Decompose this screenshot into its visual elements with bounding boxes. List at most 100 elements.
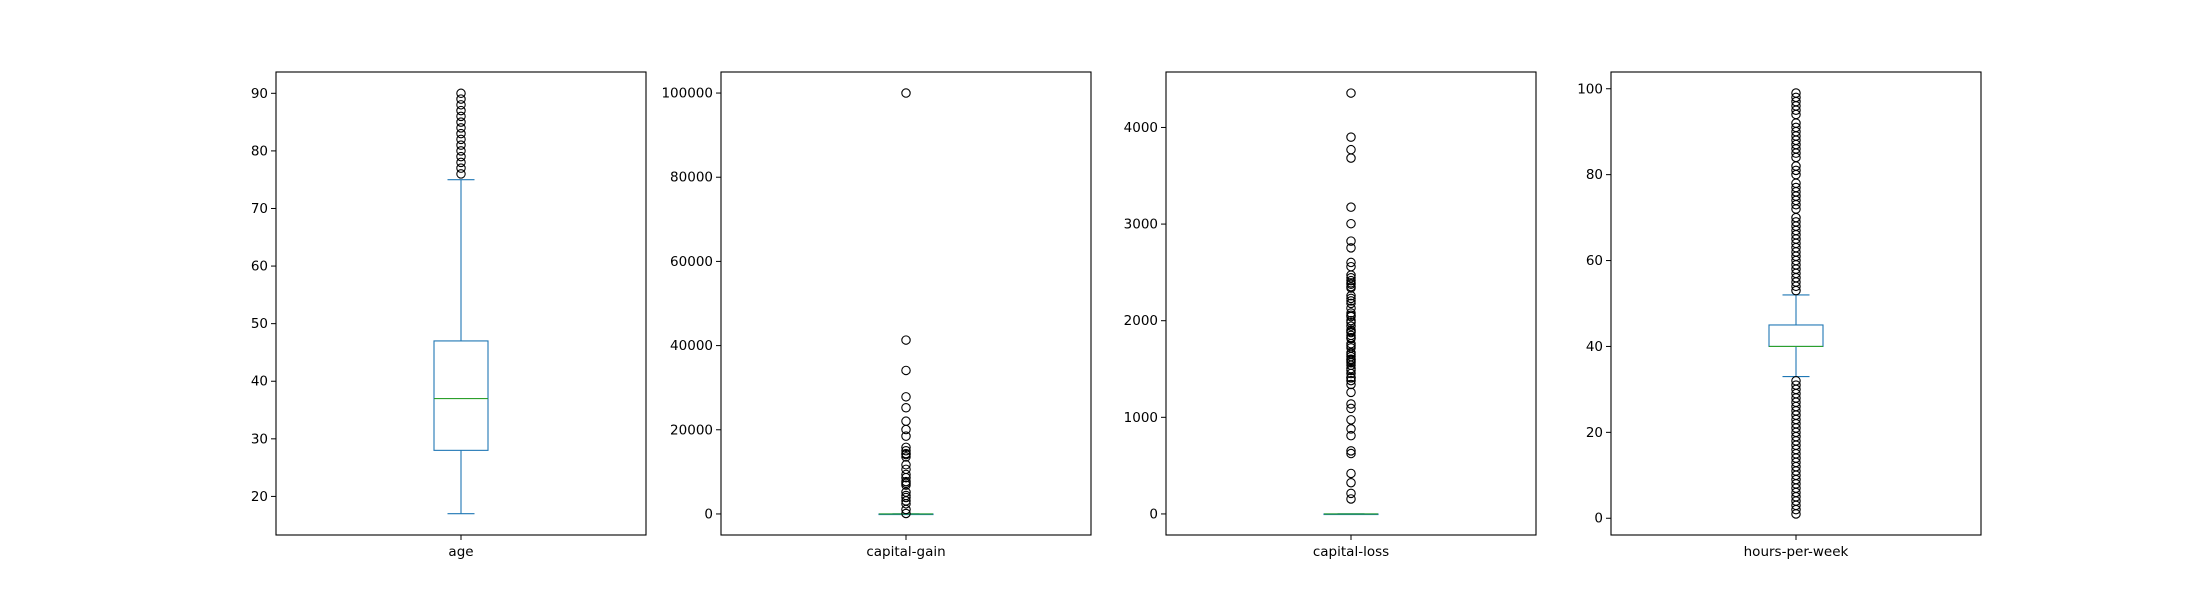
outlier-point (1346, 218, 1356, 229)
outlier-point (1791, 88, 1801, 98)
subplots: 2030405060708090age020000400006000080000… (251, 71, 1982, 560)
outlier-point (901, 424, 911, 435)
x-tick-label: hours-per-week (1744, 544, 1849, 560)
subplot-age: 20 30 40 50 60 70 80 90 age (251, 71, 647, 560)
outlier-point (1346, 424, 1356, 434)
x-tick-label: age (448, 544, 473, 560)
outlier-point (1346, 293, 1356, 304)
outlier-point (1346, 399, 1356, 409)
outlier-point (1346, 291, 1356, 301)
outlier-point (1346, 333, 1356, 344)
outlier-point (456, 134, 466, 145)
outlier-point (1346, 279, 1356, 290)
outlier-point (1346, 243, 1356, 253)
outlier-point (1346, 403, 1356, 414)
y-tick-label: 60 (251, 259, 268, 275)
outlier-point (901, 431, 911, 441)
outlier-point (901, 392, 911, 402)
y-tick-label: 0 (1149, 506, 1158, 522)
y-tick-label: 90 (251, 86, 268, 102)
outlier-point (1346, 296, 1356, 306)
outlier-point (1346, 298, 1356, 309)
outlier-point (1346, 468, 1356, 479)
y-tick-label: 60000 (670, 254, 713, 270)
x-tick-label: capital-gain (866, 544, 945, 560)
y-tick-label: 40 (1586, 339, 1603, 355)
outlier-point (901, 88, 911, 98)
outlier-point (1346, 373, 1356, 383)
y-tick-label: 80000 (670, 170, 713, 186)
y-tick-label: 4000 (1124, 120, 1158, 136)
y-tick-label: 1000 (1124, 410, 1158, 426)
outlier-point (1346, 488, 1356, 499)
outlier-point (901, 402, 911, 413)
outlier-point (1346, 494, 1356, 504)
outlier-point (1346, 375, 1356, 386)
outlier-point (1346, 311, 1356, 322)
outlier-point (1346, 387, 1356, 398)
iqr-box (433, 340, 489, 451)
y-tick-label: 20 (251, 489, 268, 505)
outlier-point (1791, 380, 1801, 390)
outlier-point (1791, 122, 1801, 133)
outlier-point (1346, 270, 1356, 280)
outlier-point (1346, 308, 1356, 318)
outlier-point (1346, 132, 1356, 142)
outlier-point (1346, 321, 1356, 331)
subplot-capital-gain: 0 20000 40000 60000 80000 100000 capital-gain (661, 71, 1092, 560)
outlier-point (456, 140, 466, 150)
outlier-point (456, 111, 466, 122)
outlier-point (901, 460, 911, 470)
outlier-point (1346, 358, 1356, 368)
outlier-point (1791, 182, 1801, 193)
outlier-point (456, 105, 466, 116)
outlier-point (901, 449, 911, 460)
outlier-point (456, 117, 466, 127)
outlier-point (901, 335, 911, 345)
outlier-point (456, 88, 466, 99)
y-tick-label: 80 (1586, 167, 1603, 183)
outlier-point (1791, 92, 1801, 103)
y-tick-label: 100000 (661, 86, 713, 102)
y-tick-label: 20000 (670, 422, 713, 438)
outlier-point (901, 508, 911, 519)
outlier-point (1346, 448, 1356, 459)
y-tick-label: 2000 (1124, 313, 1158, 329)
outlier-point (1791, 376, 1801, 386)
outlier-point (456, 151, 466, 162)
outlier-point (456, 169, 466, 179)
y-tick-label: 0 (1594, 511, 1603, 527)
outlier-point (456, 128, 466, 139)
outlier-point (901, 499, 911, 509)
outlier-point (1346, 317, 1356, 328)
subplot-capital-loss: 0 1000 2000 3000 4000 capital-loss (1124, 71, 1537, 560)
outlier-point (1346, 446, 1356, 456)
outlier-point (1346, 275, 1356, 286)
outlier-point (456, 94, 466, 104)
outlier-point (901, 492, 911, 503)
outlier-point (1791, 165, 1801, 176)
outlier-point (901, 365, 911, 376)
outlier-point (456, 123, 466, 133)
outlier-point (1346, 477, 1356, 488)
outlier-point (1791, 217, 1801, 227)
outlier-point (901, 442, 911, 453)
outlier-point (456, 157, 466, 168)
y-tick-label: 100 (1577, 81, 1603, 97)
outlier-point (1346, 257, 1356, 268)
y-tick-label: 30 (251, 431, 268, 447)
outlier-point (1346, 153, 1356, 163)
outlier-point (901, 472, 911, 483)
outlier-point (1346, 415, 1356, 425)
outlier-point (901, 504, 911, 515)
outlier-point (1346, 283, 1356, 293)
subplot-hours-per-week: 0 20 40 60 80 100 hours-per-week (1577, 71, 1982, 560)
outlier-point (1346, 430, 1356, 441)
y-tick-label: 40000 (670, 338, 713, 354)
y-tick-label: 0 (704, 506, 713, 522)
y-tick-label: 3000 (1124, 217, 1158, 233)
outlier-point (1346, 365, 1356, 376)
y-tick-label: 60 (1586, 253, 1603, 269)
outlier-point (1346, 327, 1356, 338)
